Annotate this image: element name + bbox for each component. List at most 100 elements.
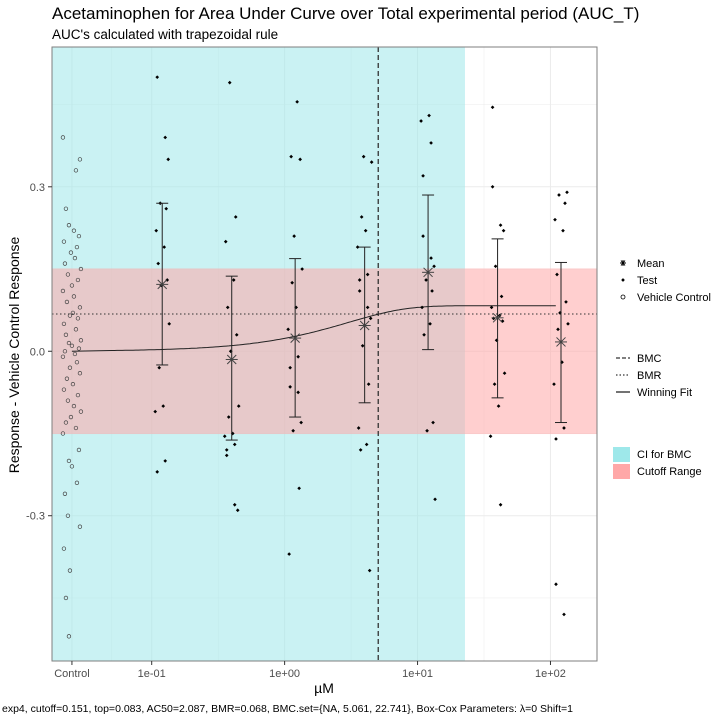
legend-item-winning-fit: Winning Fit (616, 387, 692, 399)
asterisk-icon (620, 260, 626, 266)
vehicle-control-point (74, 244, 80, 250)
test-point (368, 316, 373, 321)
vehicle-control-point (72, 351, 78, 357)
test-point (502, 371, 507, 376)
vehicle-control-point (78, 338, 84, 343)
legend-label: Vehicle Control (637, 292, 711, 304)
x-tick-label: 1e+01 (402, 668, 433, 680)
test-point (355, 245, 360, 249)
vehicle-control-point (77, 524, 83, 529)
test-point (233, 215, 238, 219)
footer-caption: exp4, cutoff=0.151, top=0.083, AC50=2.08… (2, 703, 573, 715)
test-point (167, 322, 172, 326)
test-point (297, 486, 301, 491)
test-point (429, 141, 433, 145)
test-point (296, 354, 300, 359)
test-point (296, 390, 300, 395)
test-point (224, 448, 229, 452)
vehicle-control-point (63, 420, 69, 425)
test-point (236, 404, 241, 408)
mean-marker (555, 337, 568, 347)
test-point (155, 470, 160, 474)
vehicle-control-point (69, 464, 75, 469)
vehicle-control-point (62, 491, 68, 496)
test-point (232, 502, 237, 507)
vehicle-control-point (67, 568, 73, 573)
test-point (223, 239, 228, 244)
test-point (566, 322, 570, 326)
legend-label: BMC (637, 353, 662, 365)
test-point (499, 294, 504, 299)
mean-marker (289, 333, 302, 343)
x-tick-label: Control (54, 668, 89, 680)
vehicle-control-point (69, 283, 75, 288)
vehicle-control-point (77, 157, 83, 162)
vehicle-control-point (75, 277, 81, 283)
test-point (364, 442, 369, 447)
test-point (422, 332, 426, 337)
test-point (357, 289, 362, 293)
vehicle-control-point (71, 294, 77, 299)
chart-subtitle: AUC's calculated with trapezoidal rule (52, 27, 278, 42)
vehicle-control-point (74, 360, 80, 365)
vehicle-control-point (75, 392, 81, 398)
vehicle-control-point (61, 387, 67, 392)
vehicle-control-point (60, 135, 66, 140)
test-point (565, 190, 569, 195)
plot-area (51, 46, 598, 662)
y-tick-label: 0.0 (30, 346, 45, 358)
test-point (496, 404, 501, 408)
test-point (490, 184, 495, 189)
test-point (361, 154, 366, 159)
vehicle-control-point (63, 595, 69, 601)
x-tick-label: 1e-01 (138, 668, 166, 680)
vehicle-control-point (73, 168, 79, 173)
test-point (363, 228, 368, 233)
vehicle-control-point (60, 288, 66, 294)
legend-label: Winning Fit (637, 387, 692, 399)
test-point (555, 272, 559, 277)
vehicle-control-point (73, 425, 79, 431)
vehicle-control-point (64, 376, 70, 381)
vehicle-control-point (70, 310, 76, 316)
chart-title: Acetaminophen for Area Under Curve over … (52, 4, 639, 23)
test-point (431, 420, 435, 425)
test-point (433, 497, 437, 502)
test-point (290, 280, 294, 285)
test-point (287, 552, 291, 556)
test-point (492, 382, 497, 386)
test-point (432, 264, 436, 269)
vehicle-control-point (75, 316, 81, 321)
vehicle-control-point (76, 233, 82, 239)
test-point (166, 157, 171, 162)
test-point (291, 428, 295, 433)
test-point (420, 305, 424, 310)
test-point (421, 234, 425, 238)
mean-marker (225, 354, 238, 365)
test-point (490, 105, 495, 110)
test-point (289, 154, 293, 159)
y-tick-label: 0.3 (30, 182, 45, 194)
test-point (163, 135, 168, 140)
test-point (234, 332, 239, 337)
test-point (365, 272, 370, 277)
test-point (156, 261, 161, 266)
test-point (427, 113, 431, 118)
vehicle-control-point (77, 305, 83, 310)
vehicle-control-point (67, 313, 73, 318)
vehicle-control-point (78, 266, 84, 272)
test-point (161, 404, 166, 408)
vehicle-control-point (60, 431, 66, 436)
test-point (226, 415, 231, 419)
test-point (421, 173, 425, 178)
vehicle-control-point (78, 409, 84, 414)
test-point (164, 206, 169, 211)
vehicle-control-point (66, 340, 72, 346)
test-point (157, 365, 162, 370)
x-tick-label: 1e+00 (269, 668, 300, 680)
filled-dot-icon (621, 278, 625, 282)
vehicle-control-point (69, 343, 75, 348)
legend-item-asterisk: Mean (620, 258, 665, 270)
test-point (235, 508, 240, 513)
